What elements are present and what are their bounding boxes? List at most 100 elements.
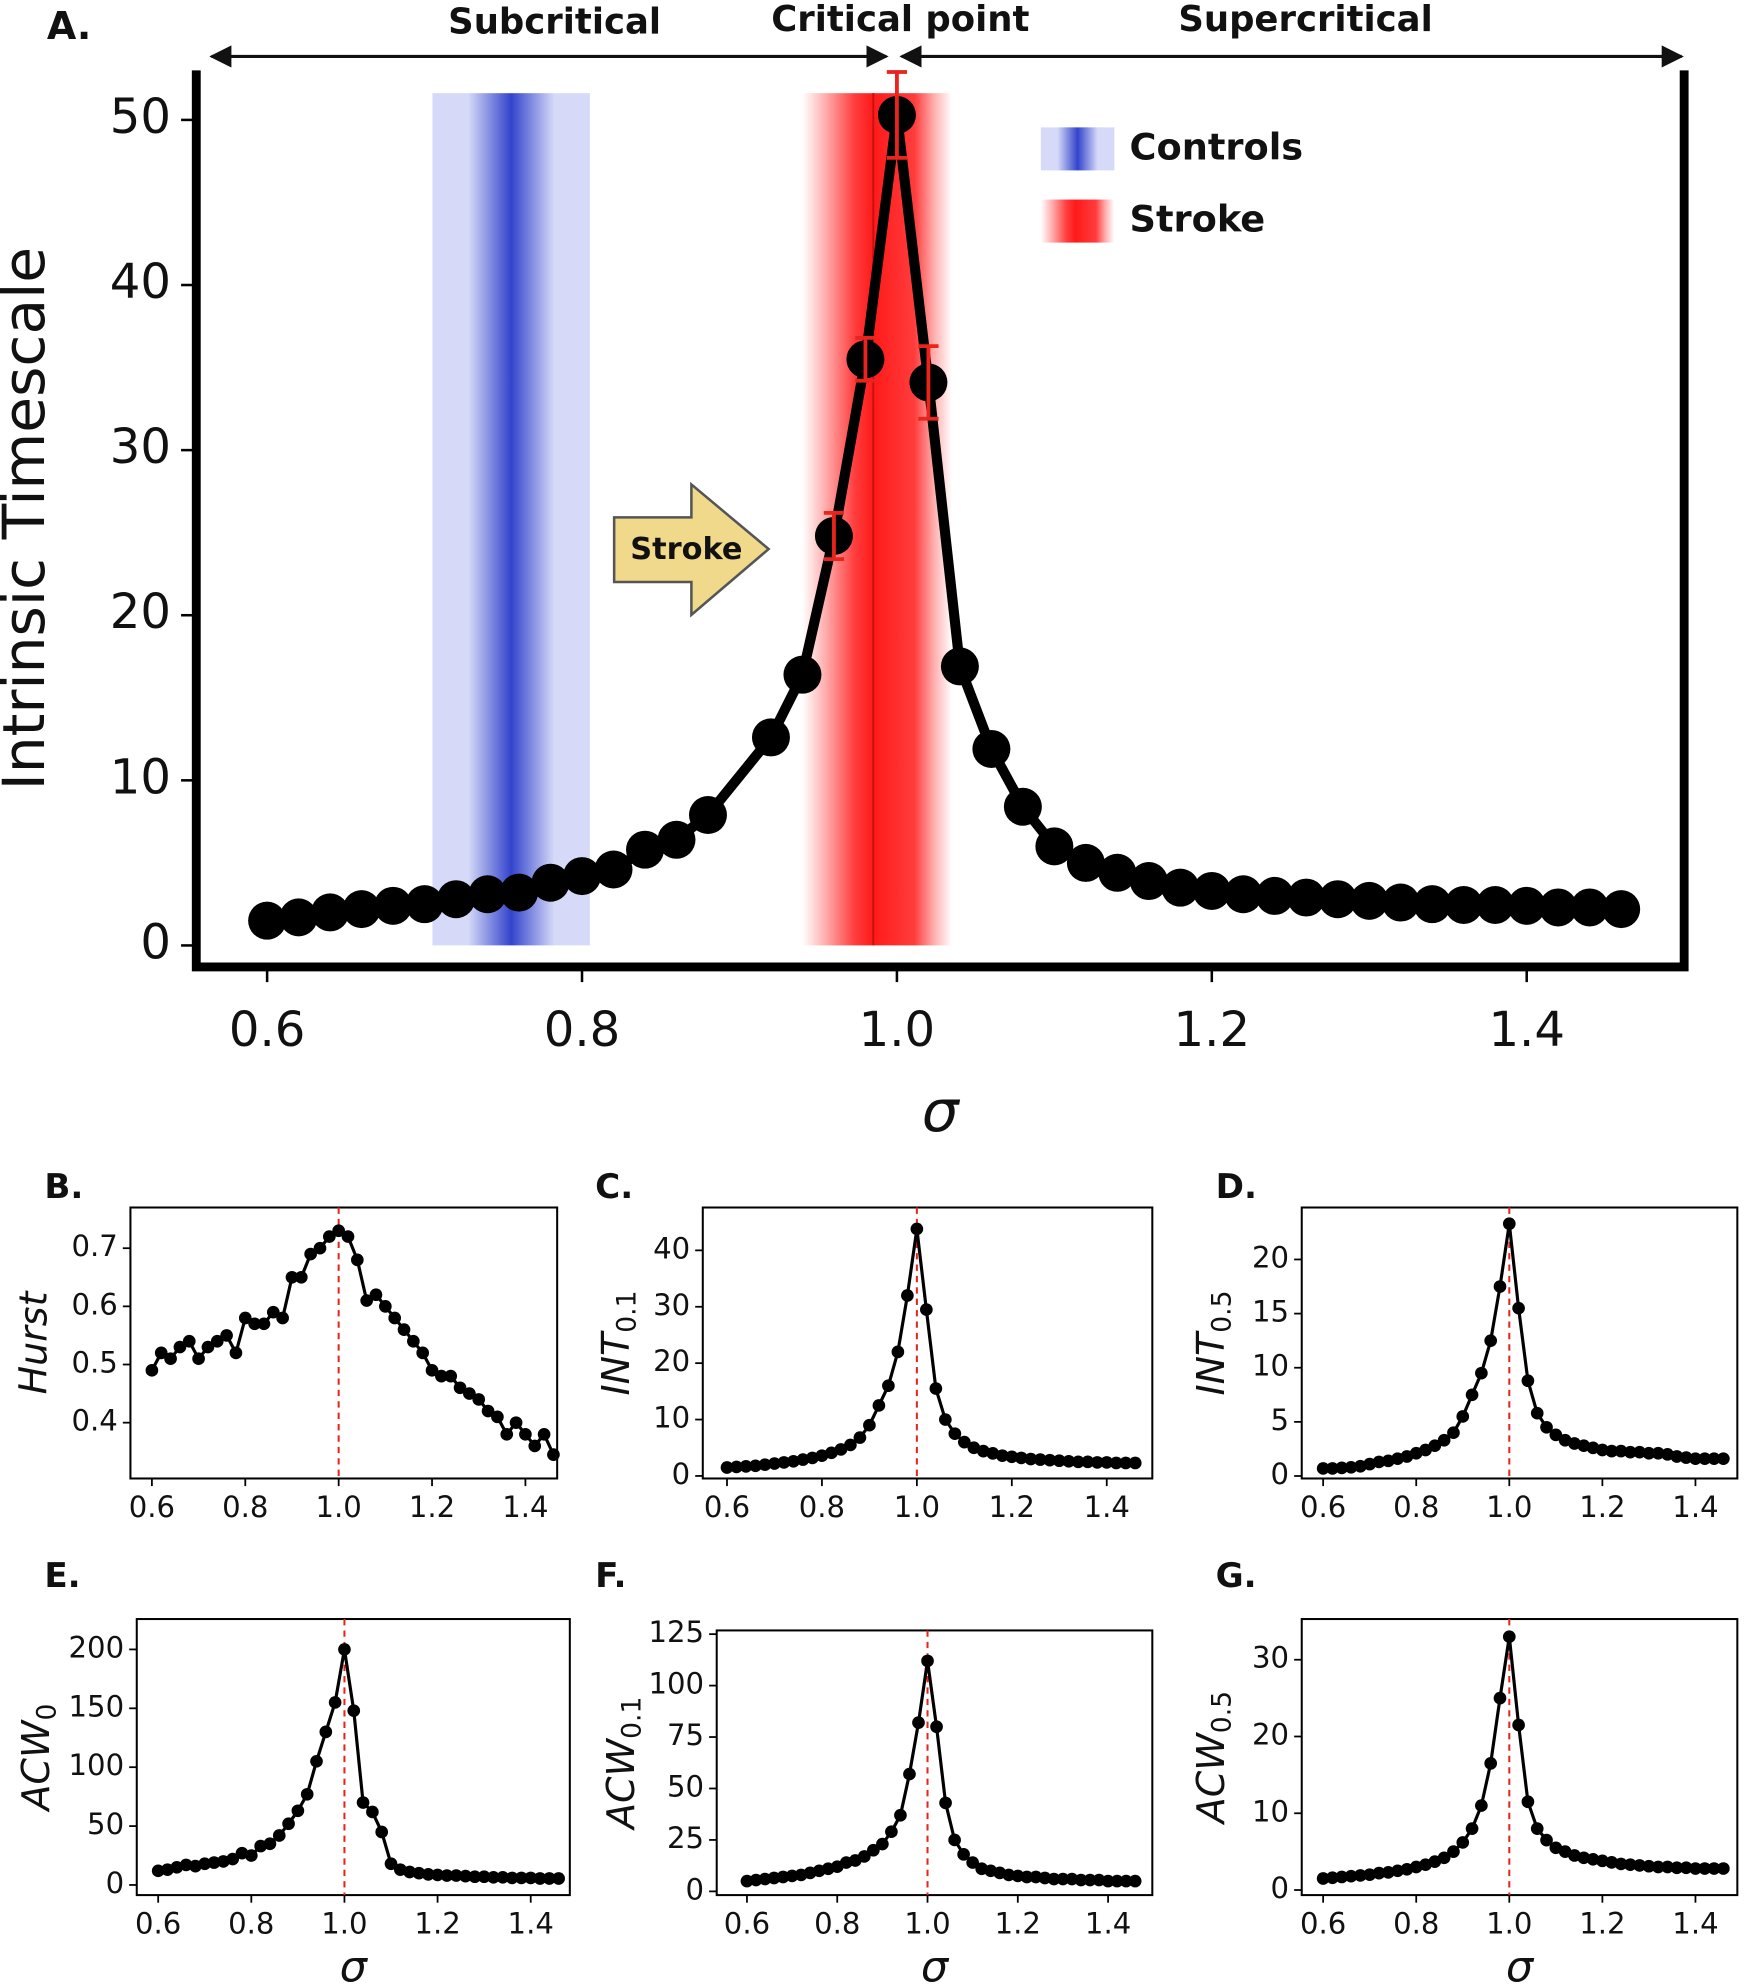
- error-bar: [918, 344, 939, 421]
- data-point: [1066, 843, 1105, 882]
- data-point: [1062, 1454, 1076, 1468]
- data-point: [468, 875, 507, 914]
- data-point: [1549, 1428, 1563, 1442]
- data-point: [563, 857, 602, 896]
- y-axis-label: ACW0.5: [1189, 1691, 1237, 1826]
- data-point: [1512, 1718, 1525, 1732]
- x-tick-label: 0.8: [228, 1906, 274, 1940]
- data-point: [412, 1866, 426, 1880]
- axis-frame: [1300, 1206, 1739, 1480]
- data-point: [1074, 1873, 1088, 1887]
- data-point: [1642, 1446, 1656, 1460]
- data-point: [248, 901, 287, 940]
- data-point: [787, 1454, 800, 1468]
- y-label-sub: 0.5: [1206, 1290, 1237, 1332]
- data-point: [1623, 1445, 1637, 1459]
- data-point: [1344, 1461, 1358, 1474]
- data-point: [491, 1410, 504, 1424]
- x-tick-label: 0.8: [814, 1906, 860, 1940]
- series-line: [746, 1659, 1136, 1883]
- data-point: [1335, 1870, 1349, 1884]
- data-point: [1391, 1864, 1404, 1878]
- data-point: [1128, 1874, 1142, 1888]
- x-tick-label: 1.2: [414, 1906, 460, 1940]
- panel: C. 0.6 0.8 1.0 1.2 1.4 0 10 20 30 40 INT0.1: [593, 1167, 1154, 1524]
- data-point: [1129, 862, 1168, 901]
- panel-label: A.: [47, 4, 92, 48]
- data-point: [257, 1317, 271, 1331]
- data-point: [1316, 1872, 1330, 1885]
- data-point: [1444, 885, 1483, 924]
- data-point: [1447, 1426, 1460, 1440]
- data-point: [885, 1825, 898, 1839]
- y-tick-label: 20: [653, 1344, 690, 1378]
- data-point: [1043, 1453, 1057, 1467]
- data-point: [182, 1334, 196, 1348]
- y-tick-label: 10: [1252, 1349, 1289, 1383]
- x-tick-label: 1.0: [316, 1490, 362, 1524]
- data-point: [882, 1379, 895, 1393]
- y-tick-label: 50: [667, 1769, 704, 1803]
- data-point: [1052, 1454, 1066, 1468]
- data-point: [1372, 1866, 1386, 1880]
- data-point: [360, 1294, 374, 1307]
- x-tick-label: 1.4: [1672, 1490, 1718, 1524]
- data-point: [1326, 1462, 1339, 1475]
- data-point: [328, 1696, 342, 1709]
- data-point: [929, 1382, 943, 1395]
- x-axis-label: σ: [340, 1942, 369, 1987]
- data-point: [1354, 1869, 1367, 1882]
- data-point: [319, 1725, 333, 1739]
- data-point: [201, 1340, 215, 1354]
- data-point: [374, 886, 413, 925]
- data-point: [322, 1230, 336, 1243]
- data-point: [1596, 1854, 1609, 1868]
- y-tick-label: 10: [1252, 1794, 1289, 1828]
- data-point: [220, 1329, 233, 1342]
- y-label-text: Hurst: [11, 1289, 55, 1394]
- data-point: [477, 1870, 491, 1884]
- data-point: [1502, 1217, 1516, 1231]
- data-point: [1372, 1455, 1386, 1469]
- data-point: [853, 1431, 867, 1444]
- x-tick-label: 0.6: [724, 1906, 770, 1940]
- legend-swatch: [1040, 127, 1115, 171]
- axis-frame: [191, 70, 1689, 972]
- data-point: [921, 1654, 934, 1668]
- axis-frame: [701, 1206, 1154, 1480]
- data-point: [1083, 1873, 1097, 1887]
- data-point: [1428, 1439, 1442, 1453]
- data-point: [421, 1868, 435, 1881]
- x-tick-label: 1.2: [1579, 1490, 1625, 1524]
- data-point: [1605, 1444, 1619, 1458]
- data-point: [1623, 1858, 1637, 1872]
- data-point: [657, 820, 696, 859]
- y-axis-label: ACW0: [13, 1704, 61, 1814]
- x-tick-label: 1.0: [1486, 1906, 1532, 1940]
- data-point: [901, 1289, 914, 1302]
- data-point: [1661, 1860, 1674, 1874]
- y-axis-label: ACW0.1: [599, 1697, 647, 1832]
- data-point: [437, 880, 476, 919]
- data-point: [198, 1857, 212, 1871]
- data-point: [1475, 1366, 1488, 1380]
- data-point: [552, 1872, 565, 1885]
- data-point: [1101, 1874, 1115, 1888]
- data-point: [1689, 1862, 1702, 1875]
- x-tick-label: 0.6: [1300, 1906, 1346, 1940]
- data-point: [1024, 1452, 1038, 1466]
- data-point: [369, 1288, 383, 1302]
- data-point: [229, 1346, 243, 1360]
- data-point: [796, 1453, 810, 1466]
- axis-frame: [715, 1629, 1154, 1897]
- y-tick-label: 0: [106, 1866, 125, 1900]
- data-point: [1670, 1861, 1684, 1875]
- data-point: [366, 1805, 379, 1819]
- data-point: [238, 1311, 252, 1325]
- data-point: [1456, 1410, 1470, 1423]
- y-tick-label: 50: [110, 89, 171, 145]
- data-point: [1020, 1870, 1034, 1884]
- axis-frame: [129, 1206, 559, 1480]
- data-point: [481, 1404, 495, 1418]
